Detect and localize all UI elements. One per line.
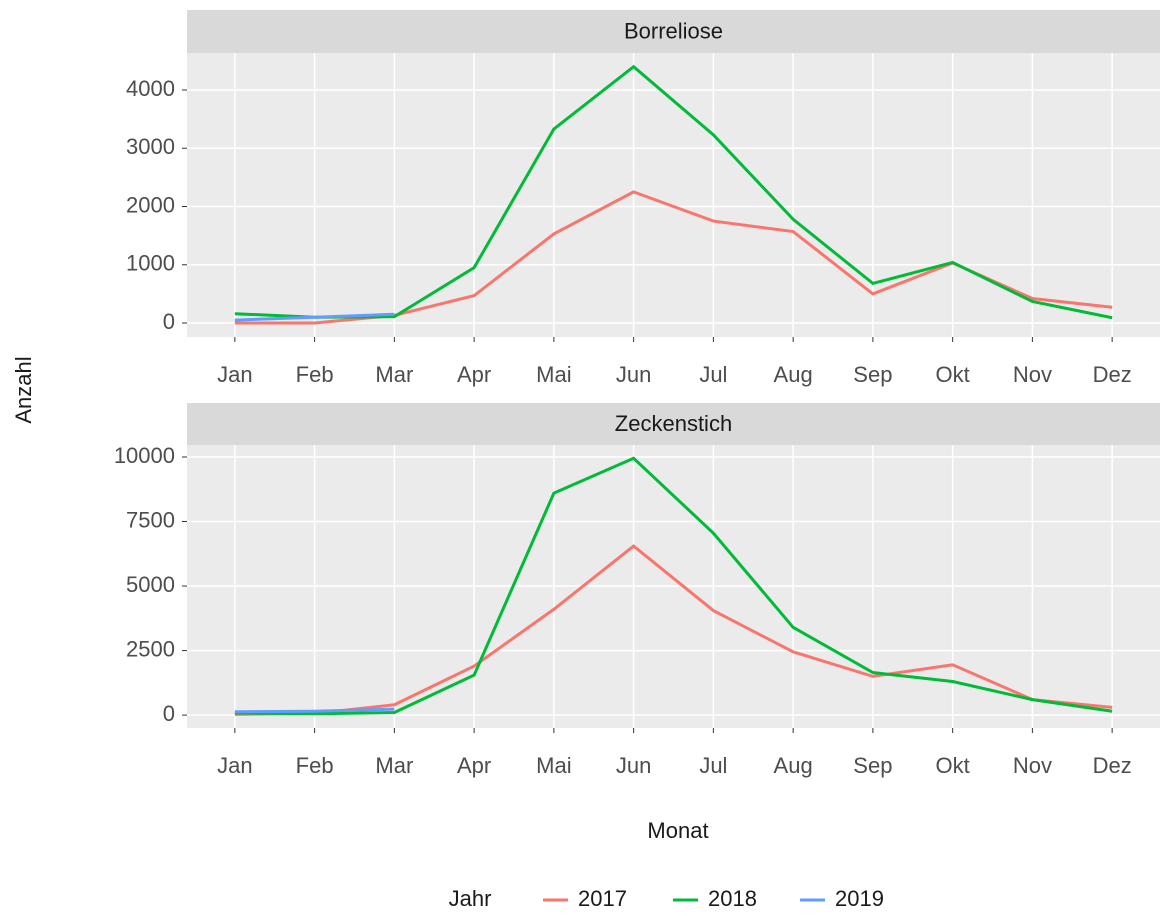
strip [187, 10, 1160, 53]
x-tick-label: Nov [1013, 362, 1052, 387]
x-tick-label: Jul [699, 362, 727, 387]
y-tick-label: 2000 [126, 192, 175, 217]
y-tick-label: 3000 [126, 134, 175, 159]
x-tick-label: Feb [296, 753, 334, 778]
line-series [234, 64, 1113, 320]
x-tick-label: Sep [853, 753, 892, 778]
legend-label: 2017 [578, 886, 627, 911]
x-tick-label: Aug [774, 362, 813, 387]
x-axis-label: Monat [647, 818, 708, 843]
x-tick-label: Mar [375, 753, 413, 778]
x-tick-label: Okt [936, 362, 970, 387]
line-series [234, 312, 395, 322]
x-tick-label: Mai [536, 362, 571, 387]
x-tick-label: Jul [699, 753, 727, 778]
line-series [234, 544, 1113, 716]
y-tick-label: 4000 [126, 76, 175, 101]
x-tick-label: Dez [1093, 362, 1132, 387]
x-tick-label: Okt [936, 753, 970, 778]
panel [187, 53, 1160, 337]
facet-title: Borreliose [624, 18, 723, 43]
line-series [234, 707, 395, 714]
x-tick-label: Jun [616, 362, 651, 387]
x-tick-label: Jan [217, 362, 252, 387]
y-tick-label: 2500 [126, 636, 175, 661]
strip [187, 403, 1160, 445]
x-tick-label: Mar [375, 362, 413, 387]
x-tick-label: Feb [296, 362, 334, 387]
x-tick-label: Nov [1013, 753, 1052, 778]
x-tick-label: Dez [1093, 753, 1132, 778]
legend-label: 2019 [835, 886, 884, 911]
x-tick-label: Apr [457, 362, 491, 387]
x-tick-label: Aug [774, 753, 813, 778]
x-tick-label: Apr [457, 753, 491, 778]
legend-title: Jahr [449, 886, 492, 911]
y-axis-label: Anzahl [11, 356, 36, 423]
y-tick-label: 1000 [126, 251, 175, 276]
y-tick-label: 7500 [126, 507, 175, 532]
legend-label: 2018 [708, 886, 757, 911]
facet-title: Zeckenstich [615, 411, 732, 436]
x-tick-label: Mai [536, 753, 571, 778]
x-tick-label: Sep [853, 362, 892, 387]
y-tick-label: 0 [163, 309, 175, 334]
y-tick-label: 10000 [114, 443, 175, 468]
y-tick-label: 5000 [126, 572, 175, 597]
line-series [234, 456, 1113, 716]
x-tick-label: Jan [217, 753, 252, 778]
y-tick-label: 0 [163, 701, 175, 726]
x-tick-label: Jun [616, 753, 651, 778]
